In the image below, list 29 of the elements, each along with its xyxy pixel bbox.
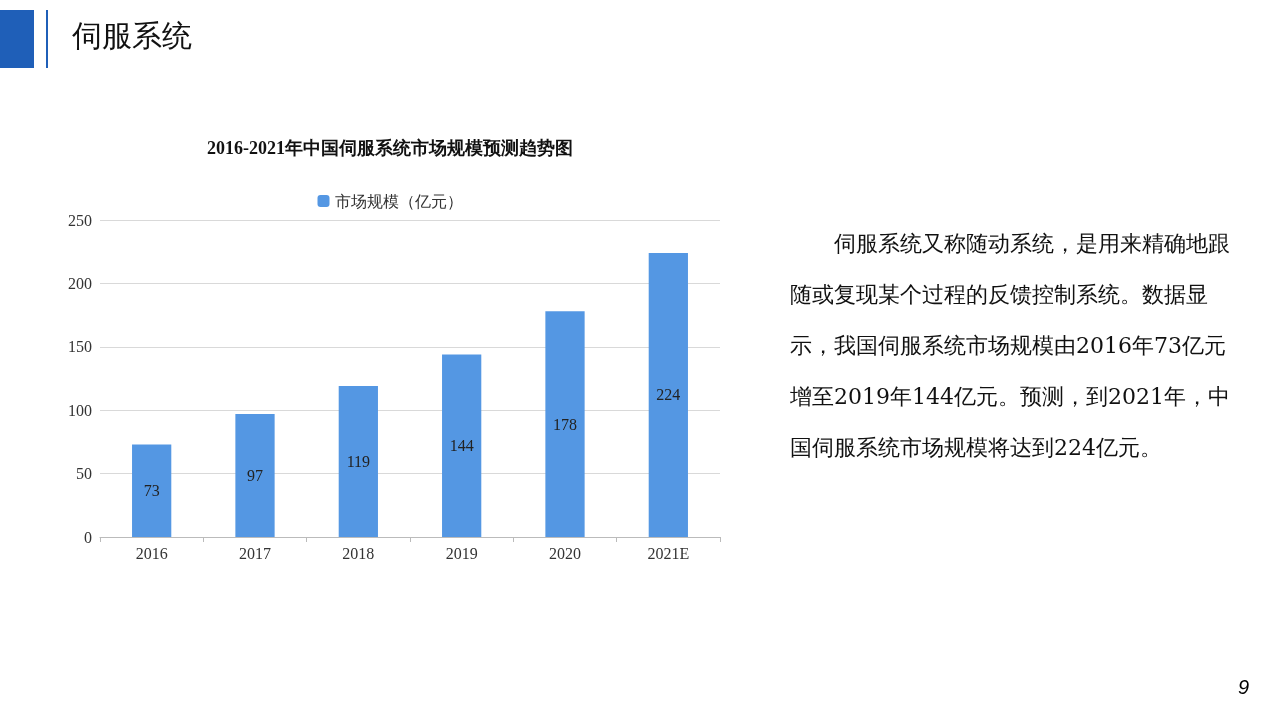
data-label: 224 [656, 386, 681, 404]
y-tick-label: 250 [68, 211, 92, 229]
y-tick-label: 100 [68, 401, 92, 419]
text: 伺服系统又称随动系统，是用来精确地跟随或复现某个过程的反馈控制系统。数据显示，我国伺服系统市场规模由2016年73亿元增至2019年144亿元。预测，到2021年，中国伺服系统市场规模将达到224亿元。 [790, 230, 1231, 462]
bar [648, 252, 688, 537]
y-tick-label: 150 [68, 338, 92, 356]
bar [442, 354, 482, 537]
data-label: 97 [247, 467, 263, 484]
text: 9 [1238, 676, 1250, 699]
x-tick-label: 2016 [135, 544, 168, 562]
y-tick-label: 50 [76, 465, 92, 483]
bar [132, 444, 172, 537]
bar [545, 311, 585, 537]
data-label: 144 [449, 437, 474, 455]
bar [235, 414, 275, 537]
legend-label: 市场规模（亿元） [334, 192, 463, 210]
x-tick-label: 2018 [342, 544, 375, 562]
x-tick-label: 2017 [239, 544, 271, 562]
y-tick-label: 0 [84, 528, 92, 546]
x-tick-label: 2020 [549, 544, 581, 562]
data-label: 73 [143, 482, 160, 500]
chart-title: 2016-2021年中国伺服系统市场规模预测趋势图 [207, 138, 573, 158]
data-label: 119 [346, 453, 371, 471]
data-label: 178 [553, 415, 577, 433]
x-tick-label: 2019 [445, 544, 478, 562]
y-tick-label: 200 [68, 274, 92, 292]
bar [338, 386, 378, 537]
text: 伺服系统 [72, 17, 192, 55]
x-tick-label: 2021E [647, 544, 690, 562]
